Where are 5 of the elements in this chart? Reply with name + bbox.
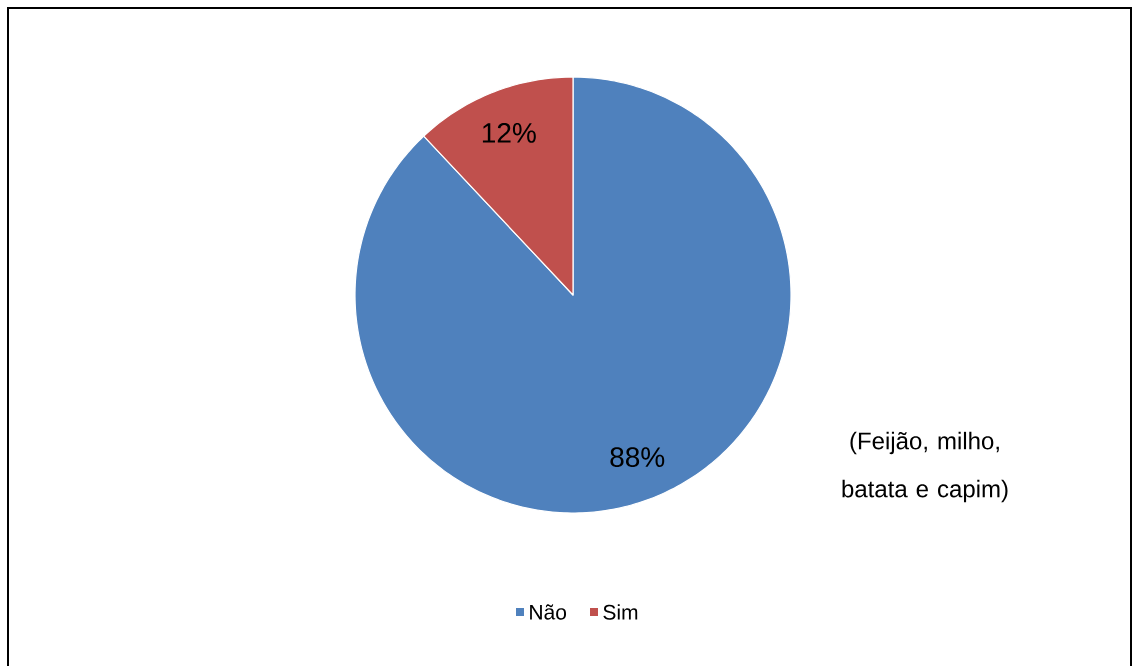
legend-label: Não <box>530 604 567 620</box>
data-label: 12% <box>482 122 536 143</box>
text: (Feijão, milho, batata e capim) <box>842 431 1008 503</box>
data-label: 88% <box>610 447 665 468</box>
legend-label: Sim <box>603 604 638 620</box>
